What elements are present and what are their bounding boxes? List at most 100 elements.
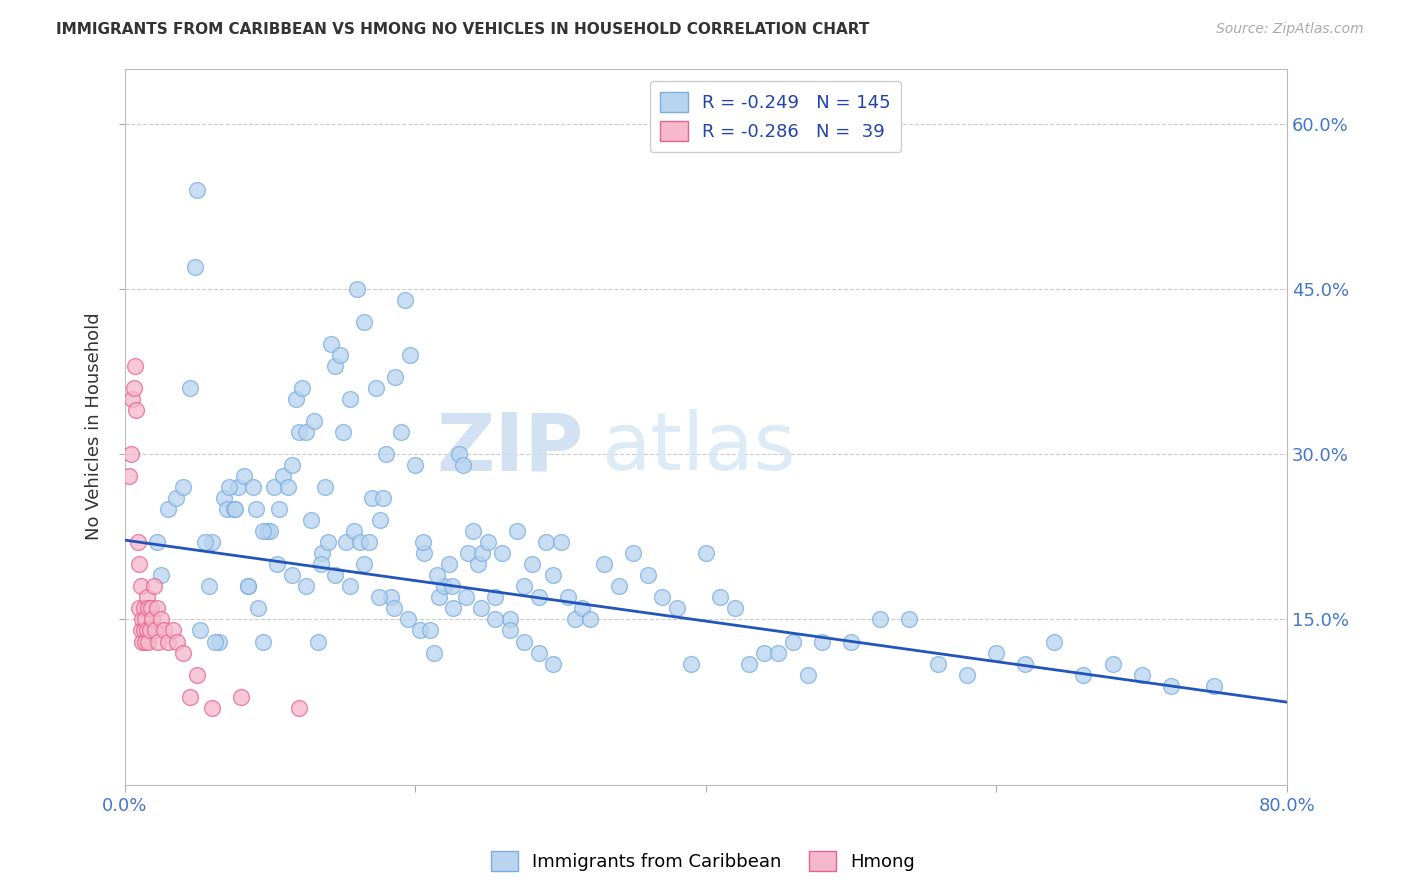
Point	[242, 480, 264, 494]
Point	[146, 535, 169, 549]
Point	[222, 502, 245, 516]
Point	[295, 579, 318, 593]
Point	[471, 546, 494, 560]
Point	[339, 579, 361, 593]
Point	[467, 558, 489, 572]
Point	[332, 425, 354, 439]
Legend: R = -0.249   N = 145, R = -0.286   N =  39: R = -0.249 N = 145, R = -0.286 N = 39	[650, 81, 901, 152]
Point	[150, 568, 173, 582]
Point	[368, 591, 391, 605]
Point	[157, 634, 180, 648]
Point	[295, 425, 318, 439]
Point	[451, 458, 474, 473]
Point	[593, 558, 616, 572]
Point	[343, 524, 366, 539]
Point	[426, 568, 449, 582]
Point	[224, 502, 246, 516]
Point	[869, 612, 891, 626]
Point	[373, 491, 395, 506]
Point	[245, 502, 267, 516]
Point	[314, 480, 336, 494]
Point	[329, 348, 352, 362]
Point	[637, 568, 659, 582]
Point	[1160, 679, 1182, 693]
Point	[346, 282, 368, 296]
Point	[256, 524, 278, 539]
Point	[681, 657, 703, 671]
Point	[232, 469, 254, 483]
Point	[499, 624, 522, 638]
Legend: Immigrants from Caribbean, Hmong: Immigrants from Caribbean, Hmong	[484, 844, 922, 879]
Point	[325, 359, 347, 373]
Point	[136, 601, 159, 615]
Point	[204, 634, 226, 648]
Point	[370, 513, 392, 527]
Point	[183, 260, 205, 274]
Point	[259, 524, 281, 539]
Point	[441, 601, 464, 615]
Point	[267, 502, 290, 516]
Point	[121, 392, 143, 406]
Point	[927, 657, 949, 671]
Point	[288, 425, 311, 439]
Point	[128, 601, 150, 615]
Point	[179, 690, 201, 704]
Point	[134, 634, 156, 648]
Point	[325, 568, 347, 582]
Point	[172, 646, 194, 660]
Point	[457, 546, 479, 560]
Point	[252, 634, 274, 648]
Point	[768, 646, 790, 660]
Point	[413, 546, 436, 560]
Point	[404, 458, 426, 473]
Point	[135, 624, 157, 638]
Point	[186, 667, 208, 681]
Point	[141, 612, 163, 626]
Point	[129, 579, 152, 593]
Point	[309, 558, 332, 572]
Point	[142, 579, 165, 593]
Point	[252, 524, 274, 539]
Point	[162, 624, 184, 638]
Point	[118, 469, 141, 483]
Point	[1073, 667, 1095, 681]
Y-axis label: No Vehicles in Household: No Vehicles in Household	[86, 313, 103, 541]
Point	[839, 634, 862, 648]
Point	[266, 558, 288, 572]
Point	[440, 579, 463, 593]
Point	[394, 293, 416, 307]
Point	[339, 392, 361, 406]
Point	[408, 624, 430, 638]
Point	[165, 491, 187, 506]
Point	[124, 359, 146, 373]
Point	[571, 601, 593, 615]
Point	[122, 381, 145, 395]
Point	[138, 624, 160, 638]
Point	[380, 591, 402, 605]
Point	[353, 558, 375, 572]
Point	[353, 315, 375, 329]
Point	[527, 646, 550, 660]
Point	[738, 657, 761, 671]
Point	[139, 601, 162, 615]
Point	[366, 381, 388, 395]
Point	[179, 381, 201, 395]
Point	[651, 591, 673, 605]
Point	[796, 667, 818, 681]
Point	[1101, 657, 1123, 671]
Point	[389, 425, 412, 439]
Text: atlas: atlas	[602, 409, 796, 487]
Point	[709, 591, 731, 605]
Point	[382, 601, 405, 615]
Point	[986, 646, 1008, 660]
Point	[208, 634, 231, 648]
Point	[412, 535, 434, 549]
Point	[513, 579, 536, 593]
Point	[311, 546, 333, 560]
Point	[132, 624, 155, 638]
Point	[201, 535, 224, 549]
Point	[120, 447, 142, 461]
Point	[506, 524, 529, 539]
Point	[150, 612, 173, 626]
Point	[484, 612, 506, 626]
